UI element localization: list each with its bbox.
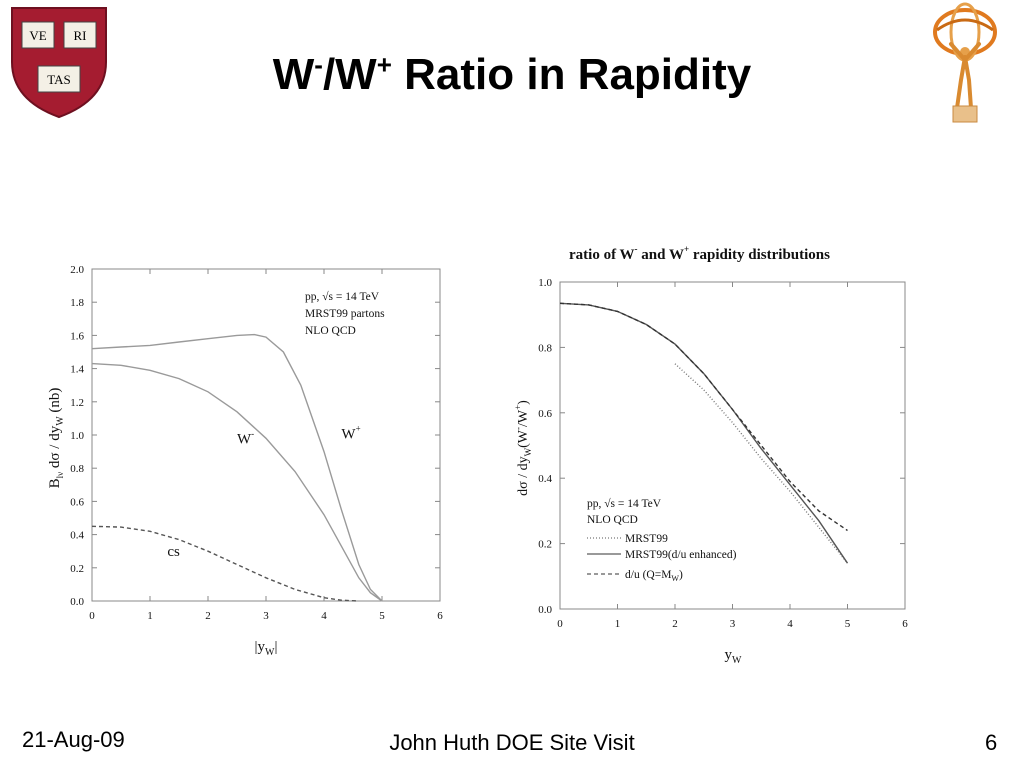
- cross-section-chart: 0 1 2 3 4 5 6 0.0 0.2 0.4 0.6 0.8 1.0 1.2 1.4 1.6 1.8 2.0…: [47, 264, 443, 658]
- annotation-line: pp, √s = 14 TeV: [305, 290, 380, 303]
- y-tick-label: 1.8: [70, 297, 84, 309]
- logo-word: TAS: [47, 72, 71, 87]
- x-tick-label: 4: [787, 618, 793, 630]
- y-tick-label: 0.0: [70, 596, 84, 608]
- x-tick-label: 2: [672, 618, 678, 630]
- chart-title: ratio of W- and W+ rapidity distribution…: [569, 244, 830, 263]
- y-tick-label: 0.2: [70, 563, 84, 575]
- series-line: [91, 362, 383, 602]
- footer-date: 21-Aug-09: [22, 727, 125, 752]
- y-tick-label: 0.6: [70, 496, 84, 508]
- plot-frame: [91, 268, 441, 602]
- x-tick-label: 0: [557, 618, 563, 630]
- series-label: W-: [237, 428, 254, 447]
- x-tick-label: 0: [89, 610, 95, 622]
- x-axis-label: |yW|: [255, 639, 278, 658]
- series-line: [91, 525, 359, 602]
- y-tick-label: 1.4: [70, 364, 84, 376]
- series-label: cs: [167, 544, 180, 560]
- atlas-figure-logo: [933, 2, 997, 123]
- x-tick-label: 1: [147, 610, 153, 622]
- x-tick-label: 2: [205, 610, 211, 622]
- footer-title: John Huth DOE Site Visit: [389, 730, 635, 755]
- series-line: [559, 302, 848, 532]
- logo-word: VE: [29, 28, 46, 43]
- x-tick-label: 6: [437, 610, 443, 622]
- y-tick-label: 1.0: [70, 430, 84, 442]
- legend-label: d/u (Q=MW): [625, 569, 683, 583]
- annotation-block: pp, √s = 14 TeV MRST99 partons NLO QCD: [305, 290, 385, 337]
- legend-entry-mrst99: MRST99: [587, 533, 668, 545]
- x-tick-label: 4: [321, 610, 327, 622]
- y-tick-label: 0.0: [538, 604, 552, 616]
- x-tick-label: 3: [730, 618, 736, 630]
- legend-label: MRST99(d/u enhanced): [625, 549, 737, 561]
- x-tick-label: 5: [379, 610, 385, 622]
- x-tick-label: 5: [845, 618, 851, 630]
- x-tick-label: 3: [263, 610, 269, 622]
- series-line: [559, 302, 849, 564]
- y-tick-label: 1.2: [70, 397, 84, 409]
- y-tick-label: 0.8: [70, 463, 84, 475]
- series-line: [674, 363, 849, 564]
- annotation-line: NLO QCD: [305, 325, 356, 337]
- x-tick-label: 6: [902, 618, 908, 630]
- legend-entry-du: d/u (Q=MW): [587, 569, 683, 583]
- legend-label: MRST99: [625, 533, 668, 545]
- y-axis-label: Blν dσ / dyW (nb): [47, 388, 66, 489]
- logo-word: RI: [74, 28, 87, 43]
- harvard-shield-logo: VE RI TAS: [11, 7, 107, 119]
- annotation-line: pp, √s = 14 TeV: [587, 497, 662, 510]
- slide-title: W-/W+ Ratio in Rapidity: [272, 49, 752, 99]
- annotation-line: NLO QCD: [587, 514, 638, 526]
- y-axis-label: dσ / dyW(W-/W+): [513, 400, 533, 496]
- y-tick-label: 0.4: [70, 530, 84, 542]
- series-line: [91, 333, 383, 602]
- page-number: 6: [985, 730, 998, 755]
- y-tick-label: 0.8: [538, 342, 552, 354]
- legend-entry-mrst99-enhanced: MRST99(d/u enhanced): [587, 549, 737, 561]
- annotation-line: MRST99 partons: [305, 308, 385, 320]
- x-tick-label: 1: [615, 618, 621, 630]
- y-tick-label: 0.2: [538, 539, 552, 551]
- series-label: W+: [341, 423, 360, 442]
- y-tick-label: 0.4: [538, 473, 552, 485]
- x-axis-label: yW: [725, 647, 743, 666]
- ratio-chart: ratio of W- and W+ rapidity distribution…: [513, 244, 908, 666]
- y-tick-label: 0.6: [538, 408, 552, 420]
- y-tick-label: 1.0: [538, 277, 552, 289]
- y-tick-label: 2.0: [70, 264, 84, 276]
- legend-block: pp, √s = 14 TeV NLO QCD MRST99 MRST99(d/…: [587, 497, 737, 583]
- y-tick-label: 1.6: [70, 330, 84, 342]
